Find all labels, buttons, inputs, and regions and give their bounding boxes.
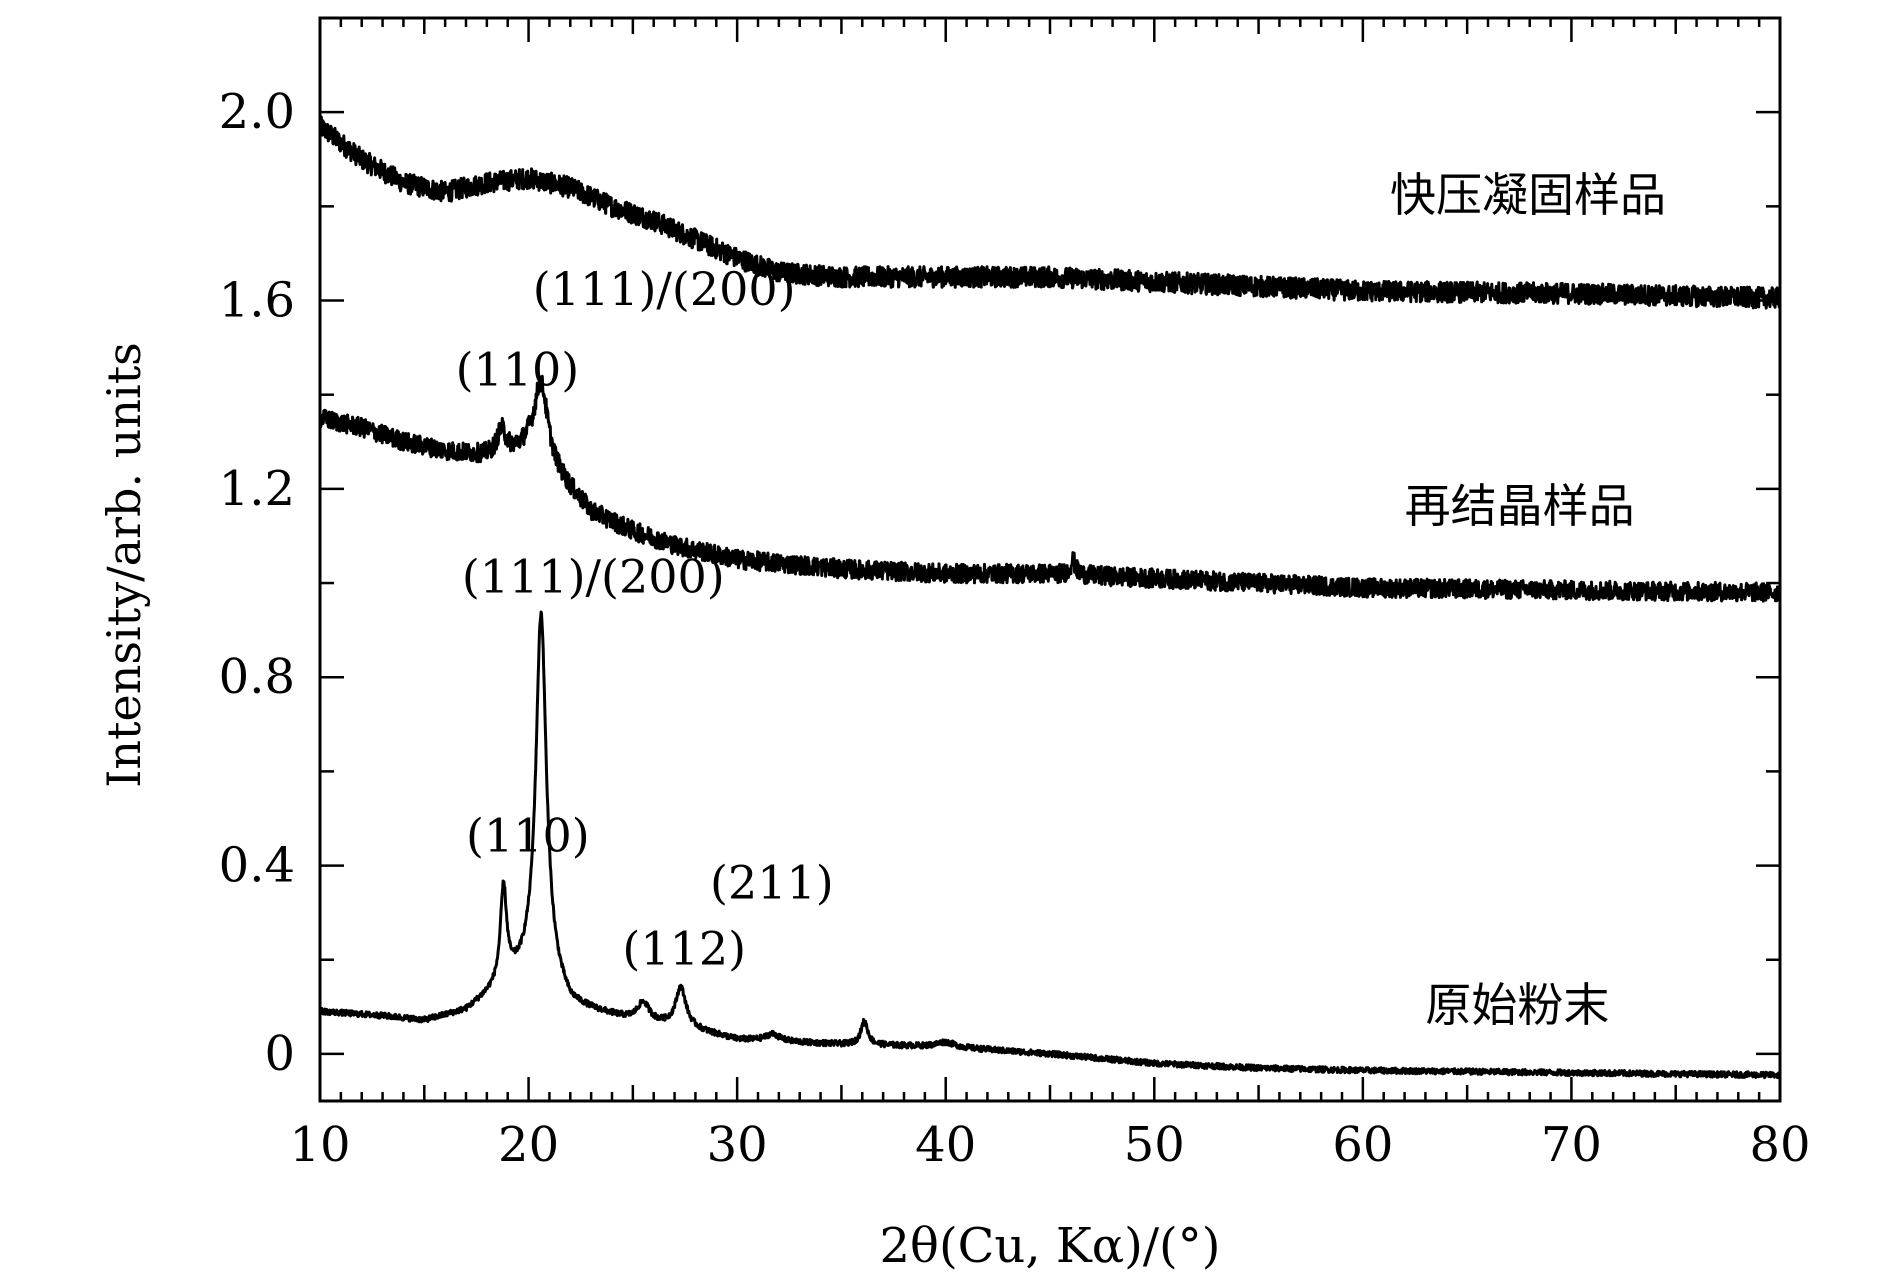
y-tick-labels: 0 0.4 0.8 1.2 1.6 2.0 xyxy=(219,84,295,1082)
peak-annotations: (111)/(200) (110) (111)/(200) (110) (211) (11… xyxy=(456,262,834,975)
y-tick-label: 2.0 xyxy=(219,84,295,140)
y-axis-label: Intensity/arb. units xyxy=(97,342,151,788)
y-tick-label: 1.2 xyxy=(219,461,295,517)
x-tick-label: 60 xyxy=(1332,1117,1393,1173)
series-lines xyxy=(318,115,1782,1080)
y-tick-label: 0.4 xyxy=(219,838,295,894)
series-line xyxy=(318,374,1782,603)
peak-label: (110) xyxy=(456,342,580,396)
x-tick-label: 80 xyxy=(1749,1117,1810,1173)
x-tick-labels: 10 20 30 40 50 60 70 80 xyxy=(289,1117,1810,1173)
axis-ticks xyxy=(318,18,1782,1101)
x-tick-label: 50 xyxy=(1124,1117,1185,1173)
series-line xyxy=(318,115,1782,310)
peak-label: (211) xyxy=(710,856,834,910)
y-tick-label: 0 xyxy=(264,1026,295,1082)
series-name-label: 快压凝固样品 xyxy=(1390,168,1666,222)
x-tick-label: 20 xyxy=(498,1117,559,1173)
series-name-label: 再结晶样品 xyxy=(1405,479,1635,533)
peak-label: (111)/(200) xyxy=(533,262,796,316)
x-tick-label: 40 xyxy=(915,1117,976,1173)
peak-label: (112) xyxy=(622,921,746,975)
x-tick-label: 10 xyxy=(289,1117,350,1173)
series-line xyxy=(318,610,1782,1080)
x-axis-label: 2θ(Cu, Kα)/(°) xyxy=(880,1218,1221,1274)
y-tick-label: 1.6 xyxy=(219,273,295,329)
y-tick-label: 0.8 xyxy=(219,649,295,705)
x-tick-label: 30 xyxy=(707,1117,768,1173)
series-name-label: 原始粉末 xyxy=(1425,978,1609,1032)
peak-label: (110) xyxy=(466,808,590,862)
x-tick-label: 70 xyxy=(1541,1117,1602,1173)
peak-label: (111)/(200) xyxy=(462,549,725,603)
